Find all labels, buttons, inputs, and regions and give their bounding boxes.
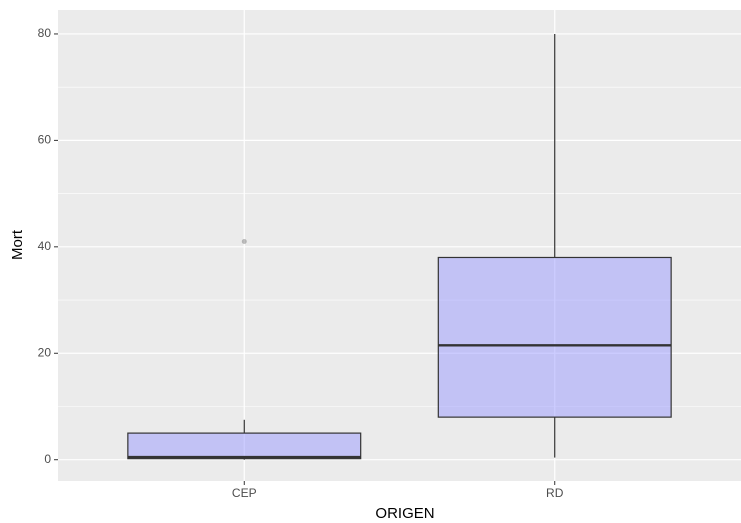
y-tick-label: 0 (44, 452, 51, 466)
y-tick-label: 80 (38, 26, 52, 40)
outlier (241, 239, 247, 245)
y-tick-label: 60 (38, 133, 52, 147)
y-tick-label: 40 (38, 239, 52, 253)
y-axis-title: Mort (9, 229, 26, 260)
box (437, 256, 672, 418)
y-tick-label: 20 (38, 345, 52, 359)
box (127, 432, 362, 460)
x-axis-title: ORIGEN (375, 505, 434, 522)
x-tick-label: RD (546, 486, 564, 500)
x-tick-label: CEP (232, 486, 257, 500)
